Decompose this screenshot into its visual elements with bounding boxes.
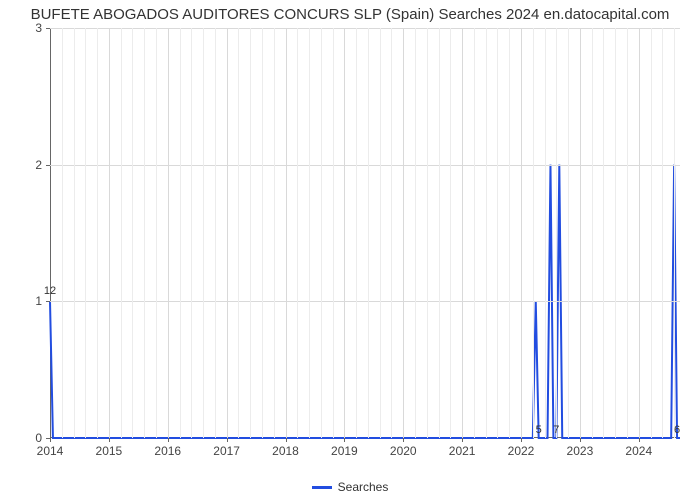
x-tick [109,438,110,442]
x-tick [50,438,51,442]
x-tick-label: 2024 [625,444,652,458]
data-point-label: 6 [674,424,680,436]
y-tick [46,165,50,166]
y-tick-label: 1 [35,294,42,308]
gridline-v-minor [474,28,475,438]
x-tick [286,438,287,442]
gridline-v-minor [191,28,192,438]
gridline-v [403,28,404,438]
gridline-v-minor [297,28,298,438]
gridline-v-minor [132,28,133,438]
x-tick-label: 2014 [37,444,64,458]
gridline-v-minor [545,28,546,438]
y-tick-label: 2 [35,158,42,172]
gridline-v-minor [74,28,75,438]
gridline-v-minor [497,28,498,438]
legend-swatch [312,486,332,489]
x-tick [403,438,404,442]
gridline-v-minor [250,28,251,438]
gridline-v [521,28,522,438]
gridline-v-minor [356,28,357,438]
gridline-v-minor [651,28,652,438]
gridline-v-minor [215,28,216,438]
x-tick [462,438,463,442]
gridline-v [580,28,581,438]
x-tick-label: 2018 [272,444,299,458]
gridline-v-minor [380,28,381,438]
gridline-v-minor [592,28,593,438]
gridline-v [286,28,287,438]
x-tick-label: 2016 [154,444,181,458]
data-point-label: 12 [44,285,56,297]
x-tick-label: 2021 [449,444,476,458]
gridline-v [639,28,640,438]
gridline-v-minor [321,28,322,438]
y-tick-label: 0 [35,431,42,445]
gridline-v-minor [274,28,275,438]
gridline-v [227,28,228,438]
gridline-v-minor [262,28,263,438]
gridline-v-minor [533,28,534,438]
gridline-v-minor [121,28,122,438]
x-tick [521,438,522,442]
legend-label: Searches [338,480,389,494]
plot-area: 0123201420152016201720182019202020212022… [50,28,680,438]
x-tick [639,438,640,442]
gridline-v-minor [568,28,569,438]
gridline-v-minor [238,28,239,438]
gridline-v [168,28,169,438]
gridline-v-minor [368,28,369,438]
data-point-label: 5 [536,424,542,436]
gridline-v-minor [662,28,663,438]
gridline-v-minor [509,28,510,438]
gridline-v-minor [391,28,392,438]
x-tick [227,438,228,442]
x-tick-label: 2020 [390,444,417,458]
gridline-v-minor [180,28,181,438]
gridline-v-minor [556,28,557,438]
gridline-v-minor [674,28,675,438]
y-tick-label: 3 [35,21,42,35]
gridline-v [462,28,463,438]
gridline-v-minor [627,28,628,438]
gridline-v-minor [62,28,63,438]
gridline-v-minor [144,28,145,438]
gridline-v-minor [450,28,451,438]
gridline-v-minor [333,28,334,438]
y-tick [46,28,50,29]
gridline-v-minor [427,28,428,438]
gridline-v-minor [415,28,416,438]
x-tick-label: 2017 [213,444,240,458]
gridline-v-minor [439,28,440,438]
gridline-v [109,28,110,438]
gridline-v-minor [203,28,204,438]
x-tick-label: 2019 [331,444,358,458]
legend: Searches [0,480,700,494]
x-tick-label: 2015 [96,444,123,458]
gridline-v-minor [97,28,98,438]
x-tick [344,438,345,442]
gridline-v [344,28,345,438]
gridline-v-minor [615,28,616,438]
gridline-v-minor [309,28,310,438]
gridline-v-minor [486,28,487,438]
gridline-v-minor [85,28,86,438]
x-tick-label: 2023 [567,444,594,458]
x-tick-label: 2022 [508,444,535,458]
x-tick [580,438,581,442]
chart-title: BUFETE ABOGADOS AUDITORES CONCURS SLP (S… [0,6,700,23]
data-point-label: 7 [553,424,559,436]
x-tick [168,438,169,442]
gridline-v-minor [603,28,604,438]
gridline-v-minor [156,28,157,438]
y-tick [46,301,50,302]
